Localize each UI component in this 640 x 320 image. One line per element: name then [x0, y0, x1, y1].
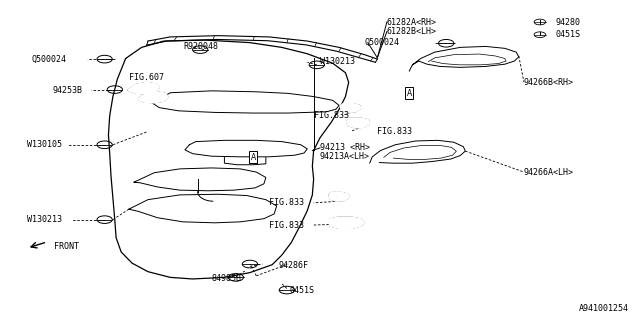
Text: 61282A<RH>: 61282A<RH> — [387, 18, 437, 27]
Polygon shape — [347, 118, 370, 128]
Text: FIG.833: FIG.833 — [269, 220, 304, 229]
Text: 61282B<LH>: 61282B<LH> — [387, 27, 437, 36]
Polygon shape — [138, 92, 168, 103]
Text: 94266B<RH>: 94266B<RH> — [524, 78, 574, 87]
Text: FIG.607: FIG.607 — [129, 73, 164, 82]
Polygon shape — [409, 46, 519, 71]
Text: A: A — [406, 89, 412, 98]
Text: Q500024: Q500024 — [32, 55, 67, 64]
Text: 0451S: 0451S — [289, 286, 314, 295]
Text: A941001254: A941001254 — [579, 304, 629, 313]
Text: 94286F: 94286F — [278, 261, 308, 270]
Text: 84985B: 84985B — [212, 274, 242, 283]
Polygon shape — [340, 104, 361, 112]
Polygon shape — [330, 217, 365, 228]
Text: W130105: W130105 — [27, 140, 62, 149]
Text: A: A — [250, 153, 256, 162]
Text: 94280: 94280 — [556, 18, 580, 27]
Polygon shape — [127, 82, 159, 94]
Polygon shape — [370, 140, 465, 163]
Text: 94253B: 94253B — [52, 86, 83, 95]
Text: W130213: W130213 — [27, 215, 62, 224]
Text: 94213 <RH>: 94213 <RH> — [320, 143, 370, 152]
Text: W130213: W130213 — [320, 57, 355, 66]
Text: FIG.833: FIG.833 — [269, 198, 304, 207]
Text: 94266A<LH>: 94266A<LH> — [524, 168, 574, 177]
Text: 0451S: 0451S — [556, 30, 580, 39]
Text: Q500024: Q500024 — [365, 38, 399, 47]
Text: FIG.833: FIG.833 — [314, 111, 349, 120]
Text: R920048: R920048 — [183, 42, 218, 51]
Polygon shape — [108, 40, 349, 279]
Text: FRONT: FRONT — [54, 242, 79, 251]
Text: 94213A<LH>: 94213A<LH> — [320, 152, 370, 161]
Polygon shape — [329, 192, 349, 201]
Text: FIG.833: FIG.833 — [378, 127, 412, 136]
